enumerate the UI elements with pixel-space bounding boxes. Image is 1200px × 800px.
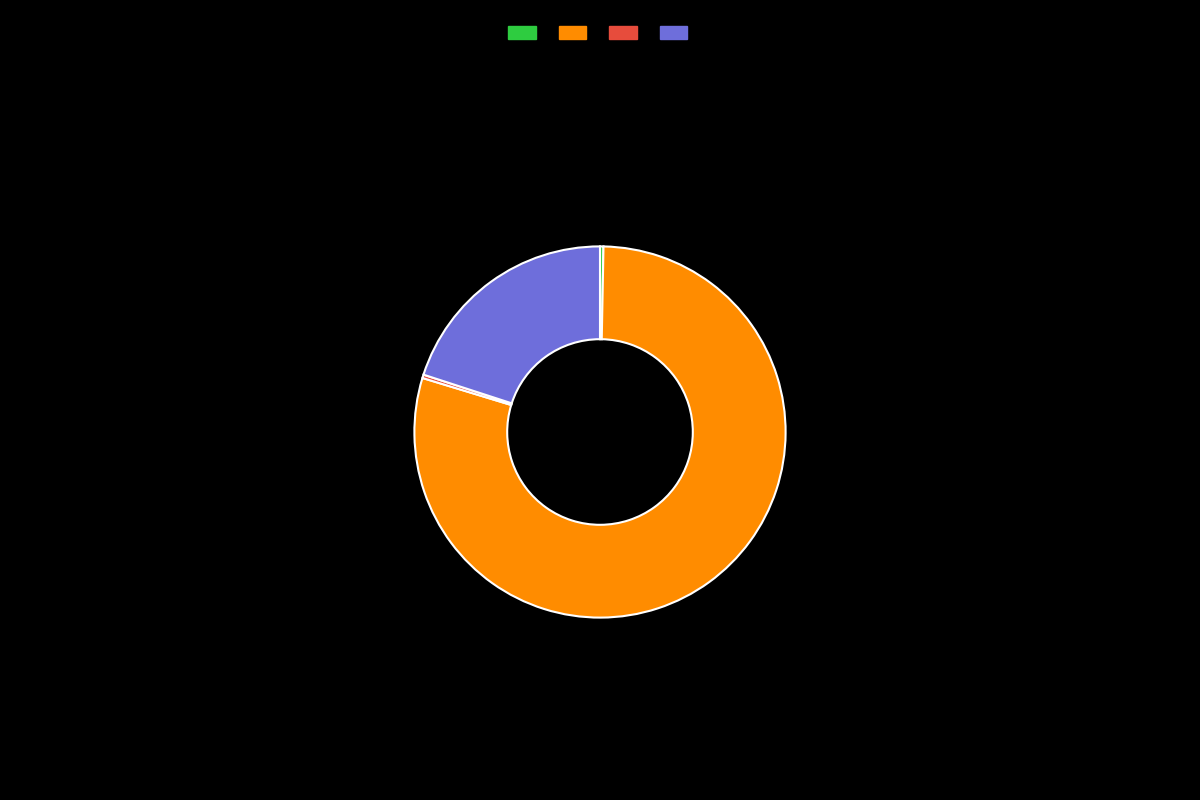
Wedge shape	[414, 246, 786, 618]
Wedge shape	[600, 246, 604, 339]
Wedge shape	[422, 374, 511, 405]
Wedge shape	[424, 246, 600, 403]
Legend: , , , : , , ,	[503, 20, 697, 47]
